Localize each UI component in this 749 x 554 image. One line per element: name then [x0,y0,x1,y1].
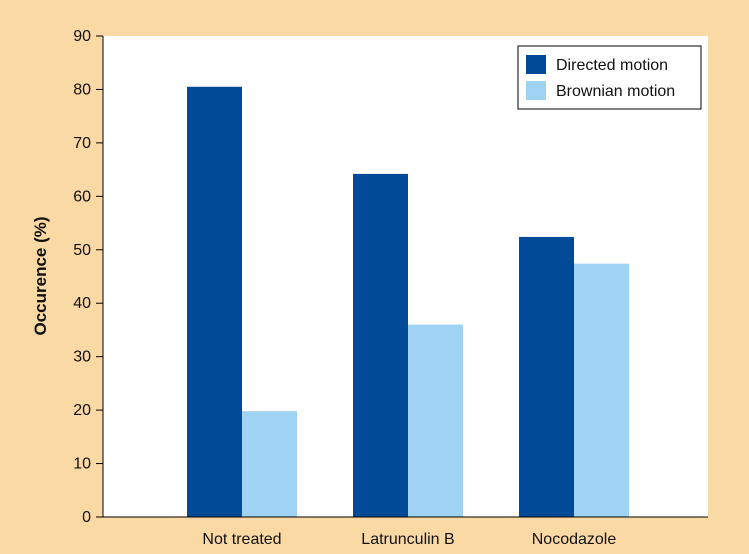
bar-brownian-2 [574,263,629,517]
y-tick-label: 10 [73,456,91,473]
bar-directed-2 [519,236,574,517]
legend-label: Brownian motion [556,83,675,100]
x-tick-label: Not treated [202,531,281,548]
bar-directed-0 [187,86,242,518]
y-tick-label: 40 [73,295,91,312]
y-tick-label: 50 [73,242,91,259]
y-tick-label: 0 [82,509,91,526]
bars-layer [187,86,629,518]
y-ticks: 0 10 20 30 40 50 60 70 80 90 [73,28,103,526]
y-tick-label: 90 [73,28,91,45]
y-tick-label: 80 [73,81,91,98]
legend-swatch [526,55,546,74]
bar-directed-1 [353,173,408,518]
y-tick-label: 20 [73,402,91,419]
x-ticks: Not treated Latrunculin B Nocodazole [202,531,616,548]
legend: Directed motion Brownian motion [517,45,702,110]
legend-swatch [526,81,546,100]
y-tick-label: 30 [73,349,91,366]
bar-brownian-0 [242,411,297,517]
bar-brownian-1 [408,324,463,517]
y-tick-label: 70 [73,135,91,152]
axis-layer [102,36,708,518]
y-tick-label: 60 [73,188,91,205]
x-tick-label: Latrunculin B [361,531,454,548]
y-axis-title: Occurence (%) [31,216,50,335]
legend-box [517,45,702,110]
x-tick-label: Nocodazole [532,531,617,548]
legend-label: Directed motion [556,57,668,74]
